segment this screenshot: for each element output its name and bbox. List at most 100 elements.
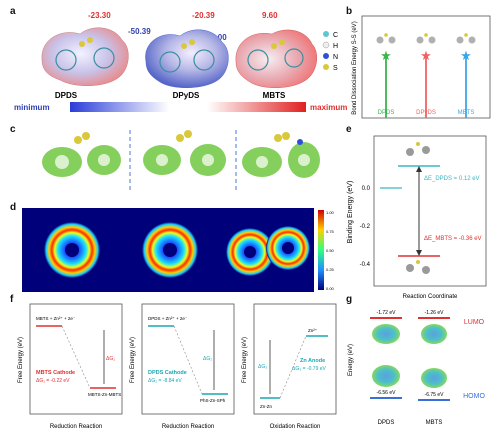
panel-c-letter: c (10, 124, 16, 135)
colorbar-tick-1: 0.75 (326, 229, 335, 234)
panel-f-letter: f (10, 294, 14, 305)
colorbar-tick-4: 0.00 (326, 286, 335, 291)
bde-molecule-dpyds (416, 33, 436, 44)
panel-e-frame (373, 135, 487, 287)
bde-label-dpds: DPDS (378, 110, 395, 116)
binding-energy-chart: Binding Energy (eV) 0.0 -0.2 -0.4 ΔE_DPD… (347, 135, 487, 300)
isosurface-dpyds (143, 130, 226, 176)
panel-e-tick-0: 0.0 (362, 186, 371, 192)
bde-label-mbts: MBTS (458, 110, 475, 116)
bde-marker-dpyds: ★ (420, 48, 432, 63)
panel-a-letter: a (10, 6, 16, 17)
molecule-name-dpds: DPDS (55, 91, 78, 100)
panel-g-letter: g (346, 294, 352, 305)
esp-surface-mbts (235, 29, 318, 88)
colorbar-tick-0: 1.00 (326, 210, 335, 215)
panel-b-letter: b (346, 6, 352, 17)
panel-g-ylabel: Energy (eV) (348, 344, 354, 376)
potential-color-scale (70, 102, 306, 112)
panel-b-chart: Bond Dissociation Energy S-S (eV) ★DPDS★… (352, 15, 491, 119)
dpds-homo-orbital (372, 365, 400, 387)
free-energy-chart-2: Free Energy (eV) DPDS + Zn²⁺ + 2e⁻ PhS-Z… (130, 303, 235, 430)
f1-end: MBTS-Zn-MBTS (88, 392, 121, 397)
f1-start: MBTS + Zn²⁺ + 2e⁻ (36, 316, 76, 321)
homo-lumo-diagram: Energy (eV) LUMO HOMO -1.72 eV -1.26 eV … (348, 310, 485, 426)
mbts-homo-value: -6.75 eV (425, 392, 445, 398)
panel-e-letter: e (346, 124, 352, 135)
isosurface-molecules (42, 130, 320, 192)
mini-molecule-top (406, 142, 430, 156)
bde-label-dpyds: DPyDS (416, 110, 436, 116)
esp-value-dpyds-top: -20.39 (192, 11, 215, 20)
f2-end: PhS-Zn-SPh (200, 398, 226, 403)
bde-marker-mbts: ★ (460, 48, 472, 63)
esp-surface-dpyds (145, 29, 229, 88)
legend-label-c: C (333, 32, 338, 39)
lumo-title: LUMO (464, 319, 485, 326)
isosurface-mbts (242, 132, 320, 178)
f3-start: Zn-Zn (260, 404, 272, 409)
f3-delta: ΔG₃ (258, 364, 267, 370)
dpds-lumo-value: -1.72 eV (377, 310, 397, 316)
free-energy-chart-1: Free Energy (eV) MBTS + Zn²⁺ + 2e⁻ MBTS-… (18, 303, 123, 430)
scale-min-label: minimum (14, 103, 50, 112)
panel-e-tick-1: -0.2 (360, 224, 371, 230)
legend-swatch-s (323, 64, 329, 70)
esp-surface-dpds (41, 27, 129, 86)
panel-b-bars: ★ DPDS ★ DPyDS ★ MBTS (376, 33, 476, 118)
panel-b-ylabel: Bond Dissociation Energy S-S (eV) (352, 21, 358, 114)
f3-ylabel: Free Energy (eV) (242, 337, 248, 383)
mbts-lumo-orbital (421, 324, 447, 344)
esp-value-dpds: -23.30 (88, 11, 111, 20)
f1-frame (29, 303, 123, 415)
legend-label-h: H (333, 43, 338, 50)
label-dpds-energy: ΔE_DPDS = 0.12 eV (424, 176, 480, 182)
label-mbts-energy: ΔE_MBTS = -0.36 eV (424, 236, 482, 242)
f2-name: DPDS Cathode (148, 370, 187, 376)
colorbar-tick-3: 0.25 (326, 267, 335, 272)
atom-legend: C H N S (322, 31, 338, 72)
f2-delta: ΔG₂ (203, 356, 212, 362)
mini-molecule-bottom (406, 260, 430, 274)
bde-marker-dpds: ★ (380, 48, 392, 63)
f3-dg: ΔG₃ = -0.79 eV (292, 366, 327, 372)
panel-e-tick-2: -0.4 (360, 262, 371, 268)
f1-dg: ΔG₁ = -0.22 eV (36, 378, 70, 384)
elf-maps: 1.00 0.75 0.50 0.25 0.00 (22, 208, 335, 292)
legend-label-n: N (333, 54, 338, 61)
free-energy-chart-3: Free Energy (eV) Zn-Zn Zn²⁺ ΔG₃ Zn Anode… (242, 303, 337, 430)
isosurface-dpds (42, 132, 121, 177)
f1-name: MBTS Cathode (36, 370, 75, 376)
scale-max-label: maximum (310, 103, 347, 112)
f2-frame (141, 303, 235, 415)
f2-dg: ΔG₂ = -8.84 eV (148, 378, 182, 384)
f1-delta: ΔG₁ (106, 356, 115, 362)
f2-start: DPDS + Zn²⁺ + 2e⁻ (148, 316, 188, 321)
g-name-dpds: DPDS (378, 420, 395, 426)
g-name-mbts: MBTS (426, 420, 443, 426)
f2-ylabel: Free Energy (eV) (130, 337, 136, 383)
f3-xlabel: Oxidation Reaction (270, 424, 321, 430)
dpds-lumo-orbital (372, 324, 400, 344)
legend-swatch-h (322, 41, 330, 49)
legend-label-s: S (333, 65, 338, 72)
molecule-name-dpyds: DPyDS (173, 91, 200, 100)
f1-ylabel: Free Energy (eV) (18, 337, 24, 383)
f3-name: Zn Anode (300, 358, 325, 364)
homo-title: HOMO (463, 393, 485, 400)
dpds-homo-value: -6.56 eV (377, 390, 397, 396)
f1-xlabel: Reduction Reaction (50, 424, 102, 430)
esp-value-dpyds-left: -50.39 (128, 27, 151, 36)
mbts-lumo-value: -1.26 eV (425, 310, 445, 316)
panel-d-letter: d (10, 202, 16, 213)
esp-value-mbts-top: 9.60 (262, 11, 278, 20)
colorbar-tick-2: 0.50 (326, 248, 335, 253)
bde-molecule-dpds (376, 33, 396, 44)
legend-swatch-n (323, 53, 329, 59)
f3-frame (253, 303, 337, 415)
panel-e-xlabel: Reaction Coordinate (403, 294, 458, 300)
f3-end: Zn²⁺ (308, 328, 318, 333)
mbts-homo-orbital (421, 368, 447, 388)
molecule-name-mbts: MBTS (263, 91, 286, 100)
